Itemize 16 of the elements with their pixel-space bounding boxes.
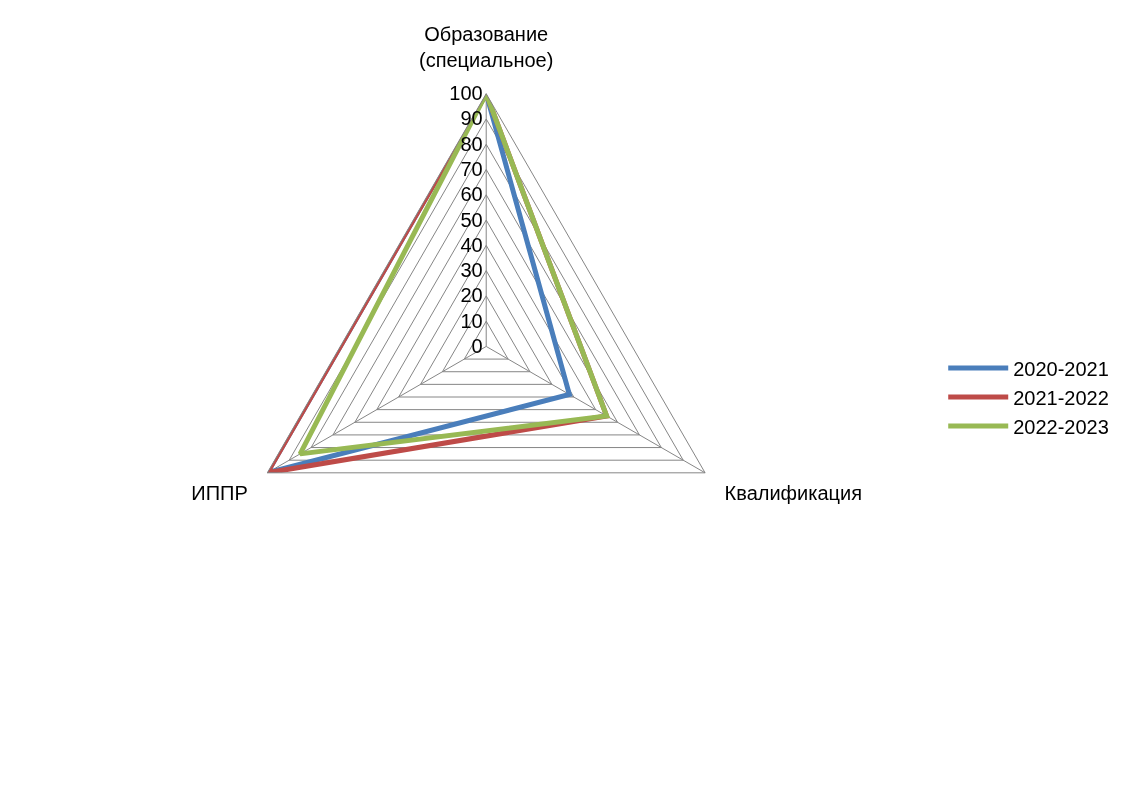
y-tick-label: 60 [460, 183, 483, 206]
legend-label: 2021-2022 [1013, 386, 1109, 409]
y-tick-label: 100 [449, 82, 483, 105]
y-tick-label: 80 [460, 132, 483, 155]
spoke-label: ИППР [191, 482, 248, 505]
y-tick-label: 0 [471, 334, 483, 357]
y-tick-label: 40 [460, 233, 483, 256]
legend-label: 2022-2023 [1013, 415, 1109, 438]
y-tick-label: 20 [460, 284, 483, 307]
y-tick-label: 10 [460, 309, 483, 332]
y-tick-label: 30 [460, 259, 483, 282]
spoke-label: Образование (специальное) [419, 23, 554, 72]
spoke-label: Квалификация [724, 482, 862, 505]
y-tick-label: 50 [460, 208, 483, 231]
y-tick-label: 70 [460, 158, 483, 181]
legend-label: 2020-2021 [1013, 357, 1109, 380]
